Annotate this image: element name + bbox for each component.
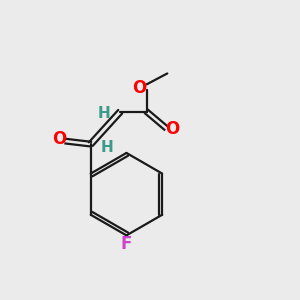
Text: O: O xyxy=(52,130,66,148)
Text: O: O xyxy=(132,79,146,97)
Text: O: O xyxy=(165,120,179,138)
Text: H: H xyxy=(98,106,110,121)
Text: H: H xyxy=(100,140,113,154)
Text: F: F xyxy=(121,235,132,253)
